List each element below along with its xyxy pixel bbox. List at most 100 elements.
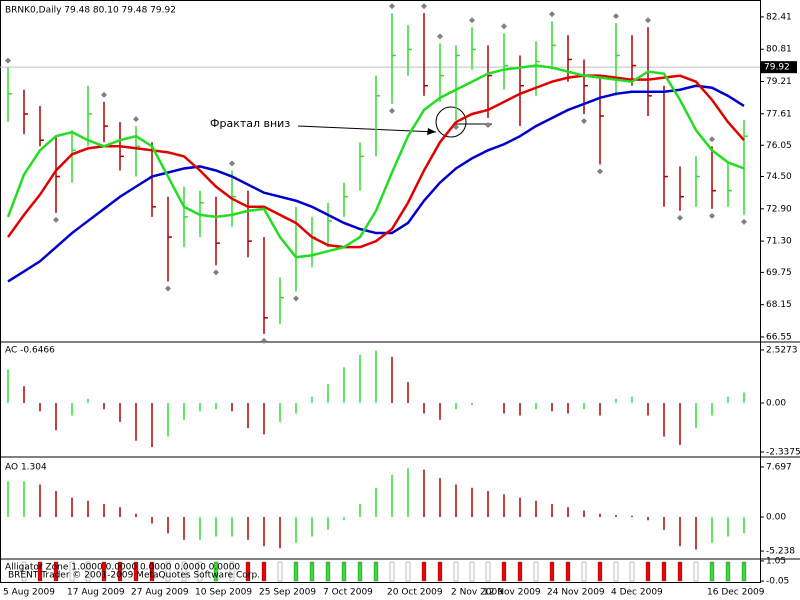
zone-bar xyxy=(165,561,171,582)
fractal-down xyxy=(677,214,683,221)
zone-bar xyxy=(133,561,139,582)
x-tick-label: 17 Aug 2009 xyxy=(67,588,125,598)
zone-bar xyxy=(485,561,491,582)
fractal-up xyxy=(709,136,715,143)
x-tick-label: 16 Dec 2009 xyxy=(707,588,765,598)
zone-bar xyxy=(85,561,91,582)
fractal-up xyxy=(133,116,139,123)
zone-bar xyxy=(325,561,331,582)
zone-bar xyxy=(741,561,747,582)
fractal-down xyxy=(485,122,491,129)
y-tick-label: 76.05 xyxy=(766,141,792,151)
fractal-up xyxy=(5,57,11,64)
zone-bar xyxy=(533,561,539,582)
zone-bar xyxy=(405,561,411,582)
y-tick-label: 68.15 xyxy=(766,300,792,310)
fractal-up xyxy=(421,3,427,10)
fractal-down xyxy=(389,107,395,114)
fractal-down xyxy=(213,269,219,276)
y-tick-label: 0.00 xyxy=(766,398,786,408)
annotation-circle xyxy=(435,106,467,138)
panel-title: AC -0.6466 xyxy=(5,346,55,356)
y-tick-label: -0.05 xyxy=(766,577,789,587)
zone-bar xyxy=(213,561,219,582)
y-tick-label: 72.90 xyxy=(766,204,792,214)
x-tick-label: 7 Oct 2009 xyxy=(323,588,373,598)
zone-bar xyxy=(37,561,43,582)
zone-bar xyxy=(261,561,267,582)
x-tick-label: 12 Nov 2009 xyxy=(483,588,541,598)
copyright: BRENT Trader © 2001-2009 MetaQuotes Soft… xyxy=(8,571,260,581)
zone-bar xyxy=(197,561,203,582)
y-tick-label: 1.05 xyxy=(766,556,786,566)
zone-bar xyxy=(357,561,363,582)
zone-bar xyxy=(549,561,555,582)
fractal-up xyxy=(613,13,619,20)
chart-title: BRNK0,Daily 79.48 80.10 79.48 79.92 xyxy=(5,6,176,16)
fractal-up xyxy=(437,33,443,40)
zone-bar xyxy=(373,561,379,582)
y-tick-label: 77.61 xyxy=(766,109,792,119)
zone-bar xyxy=(245,561,251,582)
zone-bar xyxy=(149,561,155,582)
y-tick-label: 79.21 xyxy=(766,77,792,87)
fractal-up xyxy=(645,17,651,24)
zone-bar xyxy=(229,561,235,582)
zone-bar xyxy=(277,561,283,582)
fractal-down xyxy=(741,218,747,225)
fractal-down xyxy=(709,212,715,219)
y-tick-label: 7.697 xyxy=(766,462,792,472)
y-tick-label: 80.81 xyxy=(766,45,792,55)
annotation-arrow xyxy=(297,125,437,133)
current-price-box xyxy=(761,61,797,74)
zone-bar xyxy=(181,561,187,582)
fractal-down xyxy=(581,117,587,124)
y-tick-label: 74.50 xyxy=(766,172,792,182)
x-tick-label: 27 Aug 2009 xyxy=(131,588,189,598)
zone-bar xyxy=(21,561,27,582)
y-tick-label: 82.41 xyxy=(766,12,792,22)
zone-bar xyxy=(565,561,571,582)
frame xyxy=(0,0,761,583)
alligator-line xyxy=(6,64,745,259)
y-tick-label: -2.3375 xyxy=(766,448,800,458)
annotation: Фрактал вниз xyxy=(210,117,290,130)
zone-bar xyxy=(101,561,107,582)
y-tick-label: -5.238 xyxy=(766,547,795,557)
x-tick-label: 5 Aug 2009 xyxy=(3,588,55,598)
alligator-line xyxy=(6,74,745,249)
fractal-down xyxy=(261,337,267,344)
x-tick-label: 10 Sep 2009 xyxy=(195,588,252,598)
fractal-up xyxy=(469,17,475,24)
zone-bar xyxy=(645,561,651,582)
zone-bar xyxy=(341,561,347,582)
fractal-down xyxy=(453,124,459,131)
fractal-down xyxy=(597,168,603,175)
zone-bar xyxy=(725,561,731,582)
zone-bar xyxy=(517,561,523,582)
panel-title: AO 1.304 xyxy=(5,463,47,473)
zone-bar xyxy=(469,561,475,582)
zone-bar xyxy=(501,561,507,582)
y-tick-label: 69.75 xyxy=(766,268,792,278)
x-tick-label: 2 Nov 2009 xyxy=(451,588,503,598)
arrowhead xyxy=(427,128,436,135)
fractal-up xyxy=(101,91,107,98)
alligator-line xyxy=(7,84,745,283)
zone-bar xyxy=(309,561,315,582)
zone-bar xyxy=(581,561,587,582)
fractal-up xyxy=(389,3,395,10)
y-tick-label: 0.00 xyxy=(766,513,786,523)
x-tick-label: 24 Nov 2009 xyxy=(547,588,605,598)
y-tick-label: 71.30 xyxy=(766,237,792,247)
zone-bar xyxy=(597,561,603,582)
current-price-label: 79.92 xyxy=(764,63,790,73)
fractal-up xyxy=(501,23,507,30)
zone-bar xyxy=(693,561,699,582)
x-tick-label: 20 Oct 2009 xyxy=(387,588,443,598)
zone-bar xyxy=(453,561,459,582)
fractal-up xyxy=(229,160,235,167)
fractal-down xyxy=(293,295,299,302)
